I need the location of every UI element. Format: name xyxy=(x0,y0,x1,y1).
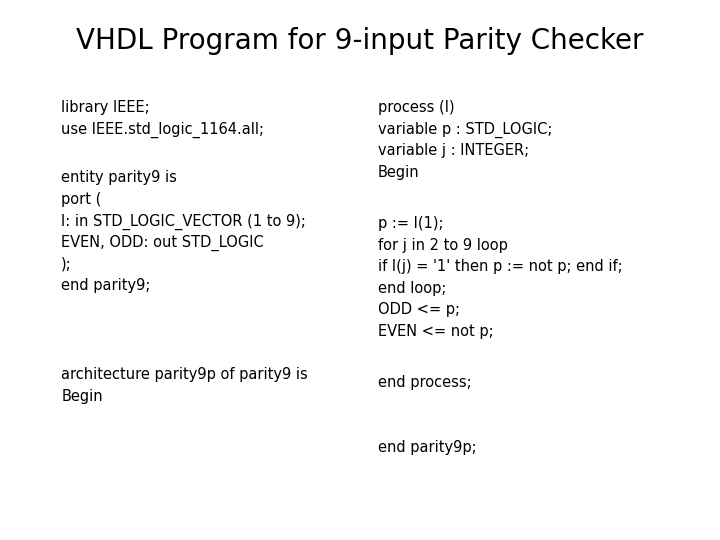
Text: for j in 2 to 9 loop: for j in 2 to 9 loop xyxy=(378,238,508,253)
Text: process (I): process (I) xyxy=(378,100,454,115)
Text: use IEEE.std_logic_1164.all;: use IEEE.std_logic_1164.all; xyxy=(61,122,264,138)
Text: EVEN <= not p;: EVEN <= not p; xyxy=(378,324,494,339)
Text: end parity9;: end parity9; xyxy=(61,278,150,293)
Text: end parity9p;: end parity9p; xyxy=(378,440,477,455)
Text: Begin: Begin xyxy=(378,165,420,180)
Text: architecture parity9p of parity9 is: architecture parity9p of parity9 is xyxy=(61,367,308,382)
Text: library IEEE;: library IEEE; xyxy=(61,100,150,115)
Text: ODD <= p;: ODD <= p; xyxy=(378,302,460,318)
Text: );: ); xyxy=(61,256,72,272)
Text: I: in STD_LOGIC_VECTOR (1 to 9);: I: in STD_LOGIC_VECTOR (1 to 9); xyxy=(61,213,306,230)
Text: end loop;: end loop; xyxy=(378,281,446,296)
Text: if I(j) = '1' then p := not p; end if;: if I(j) = '1' then p := not p; end if; xyxy=(378,259,623,274)
Text: VHDL Program for 9-input Parity Checker: VHDL Program for 9-input Parity Checker xyxy=(76,27,644,55)
Text: variable p : STD_LOGIC;: variable p : STD_LOGIC; xyxy=(378,122,552,138)
Text: p := I(1);: p := I(1); xyxy=(378,216,444,231)
Text: EVEN, ODD: out STD_LOGIC: EVEN, ODD: out STD_LOGIC xyxy=(61,235,264,251)
Text: end process;: end process; xyxy=(378,375,472,390)
Text: entity parity9 is: entity parity9 is xyxy=(61,170,177,185)
Text: variable j : INTEGER;: variable j : INTEGER; xyxy=(378,143,529,158)
Text: Begin: Begin xyxy=(61,389,103,404)
Text: port (: port ( xyxy=(61,192,102,207)
